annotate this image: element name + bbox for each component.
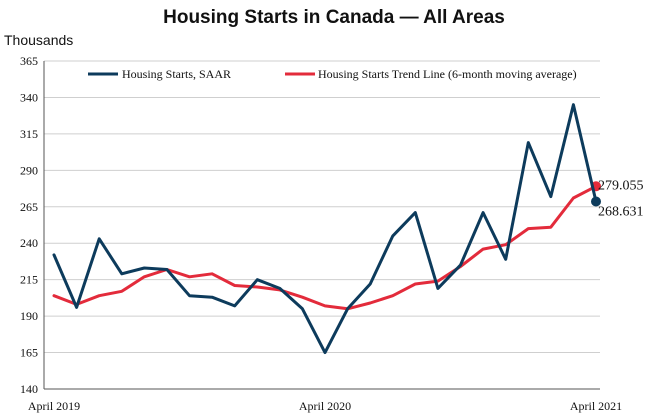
data-point-housing-starts-trend-2019-12: [233, 284, 236, 287]
y-tick-label-290: 290: [20, 163, 38, 177]
x-tick-label-2019-04: April 2019: [28, 399, 80, 413]
data-point-housing-starts-trend-2020-12: [504, 243, 507, 246]
chart-title: Housing Starts in Canada — All Areas: [163, 7, 505, 28]
data-point-housing-starts-saar-2020-04: [324, 351, 327, 354]
data-point-housing-starts-saar-2019-04: [53, 253, 56, 256]
end-value-label-housing-starts-saar: 268.631: [598, 204, 644, 219]
series-line-housing-starts-trend: [52, 184, 598, 311]
y-axis-unit-label: Thousands: [4, 32, 73, 48]
data-point-housing-starts-saar-2019-08: [143, 267, 146, 270]
data-point-housing-starts-saar-2021-03: [572, 103, 575, 106]
data-point-housing-starts-saar-2020-10: [459, 264, 462, 267]
data-point-housing-starts-saar-2019-09: [165, 268, 168, 271]
data-point-housing-starts-trend-2019-07: [120, 290, 123, 293]
data-point-housing-starts-saar-2020-08: [414, 211, 417, 214]
data-point-housing-starts-saar-2020-07: [391, 234, 394, 237]
data-point-housing-starts-saar-2020-02: [278, 287, 281, 290]
data-point-housing-starts-saar-2021-02: [549, 195, 552, 198]
y-tick-label-140: 140: [20, 382, 38, 396]
data-point-housing-starts-saar-2020-09: [436, 287, 439, 290]
data-point-housing-starts-saar-2020-01: [256, 278, 259, 281]
x-tick-labels: April 2019 April 2020 April 2021: [28, 399, 622, 413]
data-point-housing-starts-trend-2020-06: [369, 301, 372, 304]
x-tick-label-2021-04: April 2021: [570, 399, 622, 413]
y-tick-label-315: 315: [20, 127, 38, 141]
data-point-housing-starts-trend-2019-08: [143, 275, 146, 278]
end-value-label-housing-starts-trend: 279.055: [598, 178, 644, 193]
y-tick-label-215: 215: [20, 273, 38, 287]
y-tick-label-265: 265: [20, 200, 38, 214]
data-point-housing-starts-trend-2019-04: [53, 294, 56, 297]
legend-label-housing-starts-saar: Housing Starts, SAAR: [122, 67, 231, 81]
data-point-housing-starts-trend-2021-03: [572, 197, 575, 200]
data-point-housing-starts-saar-2019-10: [188, 294, 191, 297]
series-line-housing-starts-saar: [52, 103, 598, 355]
y-tick-label-340: 340: [20, 90, 38, 104]
series-lines: 279.055 268.631: [52, 103, 644, 355]
data-point-housing-starts-saar-2019-07: [120, 272, 123, 275]
data-point-housing-starts-trend-2021-02: [549, 226, 552, 229]
legend: Housing Starts, SAAR Housing Starts Trend…: [88, 67, 577, 81]
data-point-housing-starts-saar-2020-11: [482, 211, 485, 214]
legend-label-housing-starts-trend: Housing Starts Trend Line (6-month movin…: [318, 67, 577, 81]
y-tick-label-165: 165: [20, 346, 38, 360]
x-tick-label-2020-04: April 2020: [299, 399, 351, 413]
data-point-housing-starts-trend-2019-06: [98, 294, 101, 297]
y-tick-labels: 140 165 190 215 240 265 290 315 340 365: [20, 54, 38, 396]
data-point-housing-starts-saar-2020-06: [369, 283, 372, 286]
data-point-housing-starts-trend-2020-11: [482, 248, 485, 251]
data-point-housing-starts-saar-2020-12: [504, 258, 507, 261]
data-point-housing-starts-saar-2021-04: [591, 196, 601, 207]
data-point-housing-starts-trend-2020-03: [301, 296, 304, 299]
data-point-housing-starts-trend-2020-01: [256, 285, 259, 288]
gridlines: [44, 60, 600, 390]
data-point-housing-starts-saar-2020-05: [346, 307, 349, 310]
data-point-housing-starts-trend-2020-04: [324, 304, 327, 307]
data-point-housing-starts-saar-2019-12: [233, 304, 236, 307]
axes: [43, 61, 600, 390]
data-point-housing-starts-saar-2021-01: [527, 141, 530, 144]
data-point-housing-starts-trend-2019-10: [188, 275, 191, 278]
data-point-housing-starts-saar-2019-06: [98, 237, 101, 240]
y-tick-label-365: 365: [20, 54, 38, 68]
data-point-housing-starts-trend-2020-08: [414, 283, 417, 286]
data-point-housing-starts-saar-2019-11: [211, 296, 214, 299]
y-tick-label-240: 240: [20, 236, 38, 250]
data-point-housing-starts-trend-2019-11: [211, 272, 214, 275]
data-point-housing-starts-saar-2020-03: [301, 307, 304, 310]
data-point-housing-starts-saar-2019-05: [75, 306, 78, 309]
data-point-housing-starts-trend-2020-07: [391, 294, 394, 297]
y-tick-label-190: 190: [20, 309, 38, 323]
data-point-housing-starts-trend-2021-01: [527, 227, 530, 230]
